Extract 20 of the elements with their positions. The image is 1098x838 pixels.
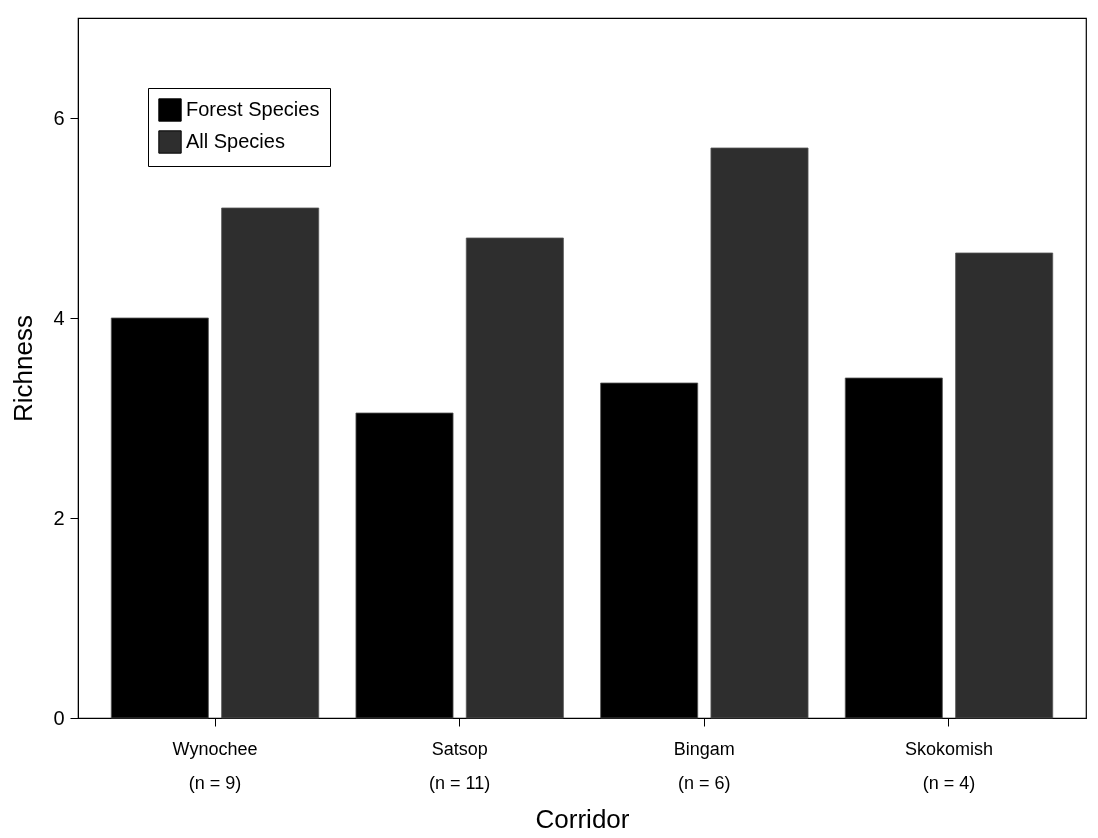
y-tick-label: 0 bbox=[53, 706, 65, 729]
x-tick-label: Satsop (n = 11) bbox=[429, 738, 491, 793]
y-tick-label: 6 bbox=[53, 106, 65, 129]
bar bbox=[844, 377, 943, 719]
bar bbox=[955, 252, 1054, 719]
bar bbox=[355, 412, 454, 719]
y-axis-title: Richness bbox=[8, 315, 39, 422]
y-tick-label: 2 bbox=[53, 506, 65, 529]
x-axis-title: Corridor bbox=[535, 803, 630, 834]
bar bbox=[221, 207, 320, 719]
y-tick-label: 4 bbox=[53, 306, 65, 329]
x-tick-label: Skokomish (n = 4) bbox=[904, 738, 994, 793]
x-tick-label: Bingam (n = 6) bbox=[673, 738, 735, 793]
x-tick-label: Wynochee (n = 9) bbox=[172, 738, 258, 793]
bar bbox=[710, 147, 809, 719]
bar bbox=[465, 237, 564, 719]
bar bbox=[110, 317, 209, 719]
legend-label: Forest Species bbox=[186, 98, 320, 120]
bar bbox=[600, 382, 699, 719]
legend-label: All Species bbox=[186, 130, 285, 152]
